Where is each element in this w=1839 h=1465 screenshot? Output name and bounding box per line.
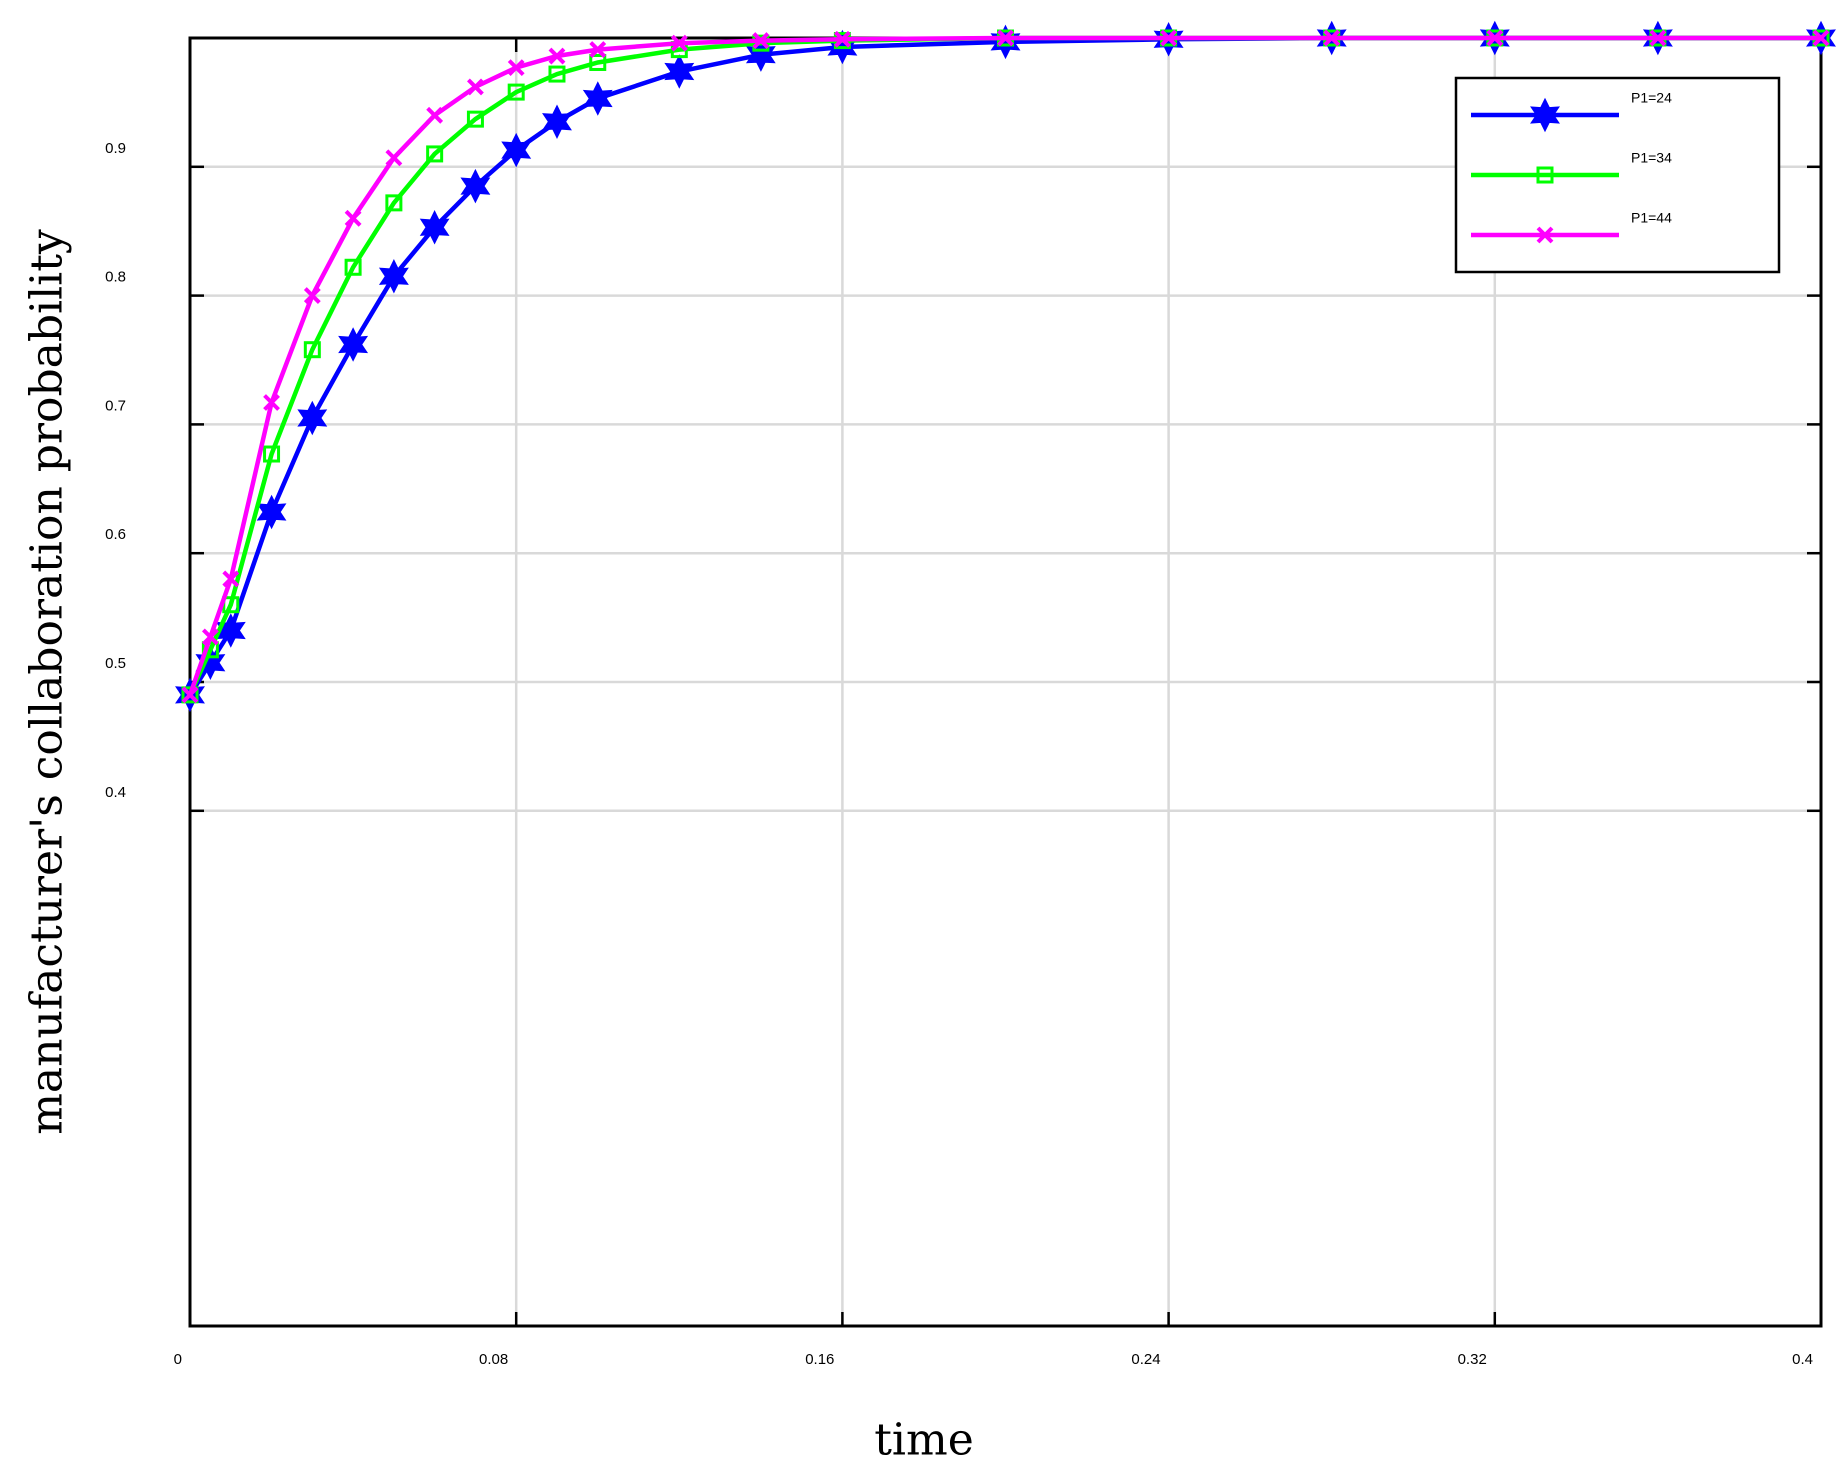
marker [1536,226,1554,244]
marker [548,47,566,65]
marker [745,37,776,72]
marker [181,686,199,704]
x-tick-label: 0 [174,1351,182,1368]
marker [256,494,287,530]
y-tick-label: 0.6 [105,526,126,543]
marker [670,34,688,52]
marker [263,394,280,411]
marker [467,78,484,96]
marker [1649,29,1667,47]
marker [1323,29,1341,47]
marker [201,628,219,646]
marker [990,24,1021,60]
legend: P1=24 P1=34 P1=44 [1454,76,1781,274]
marker [1536,166,1554,184]
marker [1486,29,1504,47]
marker [378,259,409,294]
x-tick-label: 0.16 [805,1351,834,1368]
marker [501,132,532,168]
marker [997,29,1014,47]
x-tick-label: 0.4 [1792,1351,1813,1368]
legend-label: P1=24 [1631,90,1672,106]
marker [752,32,770,49]
marker [1160,29,1178,47]
marker [215,613,246,648]
marker [338,327,369,362]
y-axis-title: manufacturer's collaboration probability [22,229,73,1135]
marker [181,686,199,704]
marker [385,194,403,212]
marker [589,53,607,71]
marker [582,81,613,116]
x-tick-label: 0.32 [1458,1351,1487,1368]
marker [303,341,321,359]
marker [548,65,566,83]
marker [1812,29,1830,47]
marker [426,145,444,163]
legend-label: P1=44 [1631,210,1672,226]
marker [222,570,240,588]
x-tick-label: 0.24 [1131,1351,1160,1368]
marker [344,209,362,227]
marker [385,149,403,167]
marker [466,110,484,128]
marker [460,168,491,204]
marker [1530,97,1560,133]
marker [344,258,362,276]
marker [195,645,226,680]
x-axis-title: time [874,1415,974,1465]
y-tick-label: 0.5 [105,655,126,672]
marker [426,106,444,124]
marker [589,41,607,59]
marker [833,30,851,48]
marker [297,400,328,436]
y-tick-label: 0.4 [105,784,126,801]
legend-label: P1=34 [1631,150,1672,166]
y-tick-label: 0.8 [105,269,126,286]
marker [752,34,770,52]
y-tick-label: 0.9 [105,140,126,157]
marker [419,210,450,245]
marker [664,54,695,89]
marker [542,104,572,139]
x-tick-label: 0.08 [479,1351,508,1368]
marker [303,287,321,305]
marker [507,59,525,77]
marker [507,83,525,101]
marker [263,445,281,463]
y-tick-label: 0.7 [105,397,126,414]
